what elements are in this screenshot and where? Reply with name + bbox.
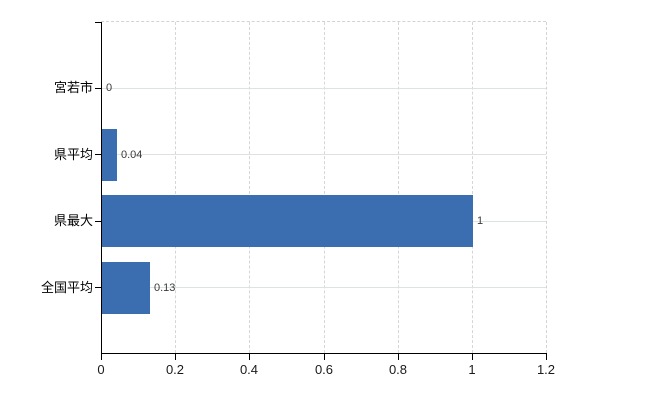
category-label-pref-average: 県平均: [53, 146, 93, 162]
v-gridline-0-4: [249, 22, 250, 353]
y-axis-tick: [95, 221, 102, 222]
y-axis-tick: [95, 154, 102, 155]
bar-pref-max: [102, 195, 473, 247]
x-axis-tick: [546, 354, 547, 360]
x-axis-tick: [398, 354, 399, 360]
bar-pref-average: [102, 128, 117, 181]
x-tick-label-1: 1: [468, 362, 476, 377]
x-tick-label-0-8: 0.8: [388, 362, 408, 377]
bar-national-average: [102, 261, 150, 314]
v-gridline-0-6: [324, 22, 325, 353]
x-axis-line: [101, 353, 547, 354]
x-tick-label-0-6: 0.6: [314, 362, 334, 377]
bar-value-label: 0: [106, 82, 113, 94]
category-label-miyawaka: 宮若市: [53, 80, 93, 95]
v-gridline-0-8: [398, 22, 399, 353]
row-gridline: [102, 287, 546, 288]
category-label-national-average: 全国平均: [40, 279, 93, 295]
y-axis-tick: [95, 287, 102, 288]
x-axis-tick: [249, 354, 250, 360]
y-axis-tick: [95, 22, 102, 23]
x-axis-tick: [175, 354, 176, 360]
x-tick-label-0: 0: [97, 362, 105, 377]
bar-value-label: 0.04: [121, 148, 143, 161]
x-tick-label-0-2: 0.2: [165, 362, 185, 377]
y-axis-line: [101, 22, 102, 354]
row-gridline: [102, 88, 546, 89]
v-gridline-1-0: [472, 22, 473, 353]
x-tick-label-1-2: 1.2: [536, 362, 556, 377]
row-gridline: [102, 154, 546, 155]
x-axis-tick: [324, 354, 325, 360]
x-tick-label-0-4: 0.4: [239, 362, 259, 377]
v-gridline-0-2: [175, 22, 176, 353]
plot-top-border: [101, 21, 546, 22]
plot-right-border: [546, 22, 547, 353]
bar-value-label: 1: [477, 215, 484, 227]
x-axis-tick: [472, 354, 473, 360]
x-axis-tick: [101, 354, 102, 360]
y-axis-tick: [95, 88, 102, 89]
bar-value-label: 0.13: [154, 281, 176, 294]
category-label-pref-max: 県最大: [53, 213, 93, 228]
